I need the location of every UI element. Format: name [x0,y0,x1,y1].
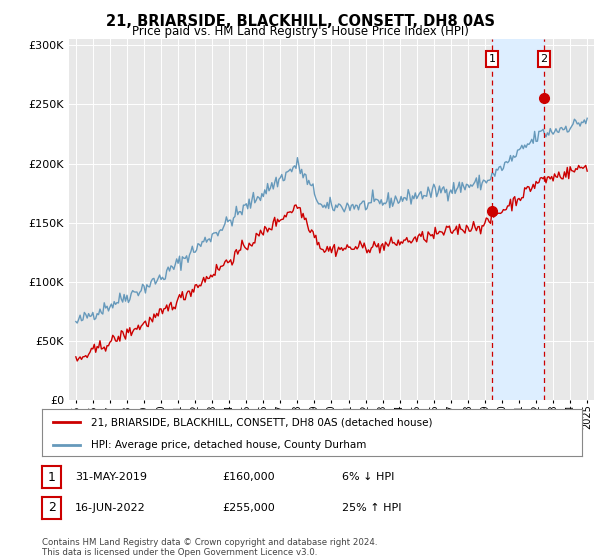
Text: 31-MAY-2019: 31-MAY-2019 [75,472,147,482]
Text: 6% ↓ HPI: 6% ↓ HPI [342,472,394,482]
Text: 21, BRIARSIDE, BLACKHILL, CONSETT, DH8 0AS (detached house): 21, BRIARSIDE, BLACKHILL, CONSETT, DH8 0… [91,417,432,427]
Text: Price paid vs. HM Land Registry's House Price Index (HPI): Price paid vs. HM Land Registry's House … [131,25,469,38]
Text: 16-JUN-2022: 16-JUN-2022 [75,503,146,513]
Text: HPI: Average price, detached house, County Durham: HPI: Average price, detached house, Coun… [91,440,366,450]
Text: 1: 1 [488,54,496,64]
Text: 21, BRIARSIDE, BLACKHILL, CONSETT, DH8 0AS: 21, BRIARSIDE, BLACKHILL, CONSETT, DH8 0… [106,14,494,29]
Bar [492,39,544,400]
Text: 1: 1 [47,470,56,484]
Text: £160,000: £160,000 [222,472,275,482]
Text: 2: 2 [541,54,547,64]
Text: Contains HM Land Registry data © Crown copyright and database right 2024.
This d: Contains HM Land Registry data © Crown c… [42,538,377,557]
Text: 2: 2 [47,501,56,515]
Text: £255,000: £255,000 [222,503,275,513]
Text: 25% ↑ HPI: 25% ↑ HPI [342,503,401,513]
